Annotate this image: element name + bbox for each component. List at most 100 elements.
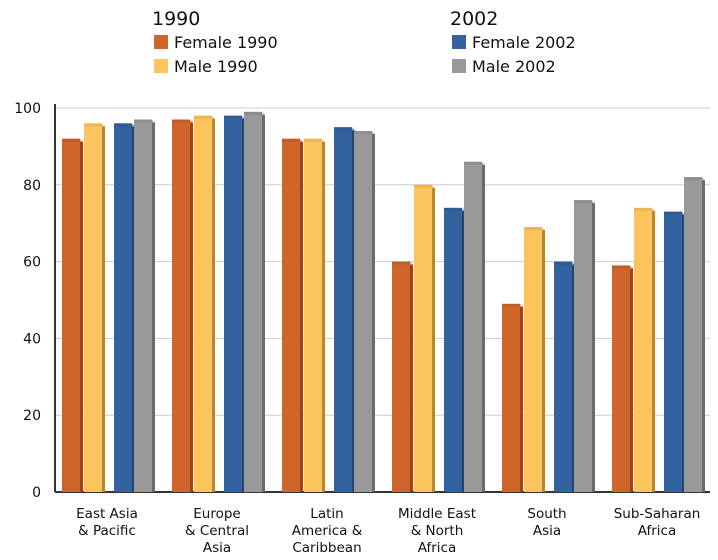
bar-top-male-2002-5 xyxy=(684,177,705,181)
bar-shade-female-1990-2 xyxy=(300,141,303,492)
bar-top-male-1990-0 xyxy=(84,123,105,127)
y-tick-label-0: 0 xyxy=(32,485,41,501)
bar-shade-male-1990-1 xyxy=(212,118,215,493)
bar-shade-male-1990-2 xyxy=(322,141,325,492)
bar-shade-female-1990-0 xyxy=(80,141,83,492)
bar-top-male-2002-3 xyxy=(464,161,485,165)
bar-top-male-1990-2 xyxy=(304,138,325,142)
bar-top-female-1990-2 xyxy=(282,138,303,142)
bar-shade-male-2002-2 xyxy=(372,134,375,493)
bar-shade-female-1990-1 xyxy=(190,122,193,493)
bar-top-male-2002-0 xyxy=(134,119,155,123)
bar-female-2002-0 xyxy=(114,123,132,493)
x-tick-label-2-line-1: America & xyxy=(292,523,363,539)
bar-female-2002-1 xyxy=(224,115,242,493)
bar-top-male-1990-3 xyxy=(414,184,435,188)
legend-swatch-female-1990 xyxy=(154,35,168,49)
bar-shade-female-2002-5 xyxy=(682,214,685,492)
bar-shade-female-2002-2 xyxy=(352,130,355,492)
bar-shade-male-1990-5 xyxy=(652,210,655,492)
bar-female-2002-3 xyxy=(444,207,462,492)
x-tick-label-0-line-1: & Pacific xyxy=(78,523,136,539)
bar-top-male-2002-2 xyxy=(354,131,375,135)
bar-male-1990-1 xyxy=(194,115,212,493)
bar-male-1990-2 xyxy=(304,138,322,492)
bar-male-1990-3 xyxy=(414,184,432,493)
bar-female-1990-2 xyxy=(282,138,300,492)
legend-swatch-male-1990 xyxy=(154,59,168,73)
bar-female-2002-2 xyxy=(334,127,352,492)
bar-top-female-2002-0 xyxy=(114,123,135,127)
x-tick-label-5-line-0: Sub-Saharan xyxy=(614,506,701,522)
x-tick-label-1-line-1: & Central xyxy=(185,523,249,539)
bar-female-1990-0 xyxy=(62,138,80,492)
bar-shade-male-2002-1 xyxy=(262,114,265,492)
legend-swatch-female-2002 xyxy=(452,35,466,49)
x-tick-label-3-line-0: Middle East xyxy=(398,506,476,522)
bar-top-male-2002-4 xyxy=(574,200,595,204)
bar-shade-male-2002-3 xyxy=(482,164,485,492)
x-tick-label-2-line-2: Caribbean xyxy=(292,540,361,556)
bar-top-female-1990-5 xyxy=(612,265,633,269)
bar-female-1990-1 xyxy=(172,119,190,493)
x-tick-label-5-line-1: Africa xyxy=(638,523,677,539)
bar-top-male-1990-1 xyxy=(194,115,215,119)
y-tick-label-60: 60 xyxy=(23,255,41,271)
y-tick-label-20: 20 xyxy=(23,408,41,424)
x-tick-label-2-line-0: Latin xyxy=(310,506,343,522)
bar-shade-female-2002-1 xyxy=(242,118,245,493)
bar-male-2002-0 xyxy=(134,119,152,493)
bar-top-female-2002-5 xyxy=(664,211,685,215)
bar-female-2002-4 xyxy=(554,261,572,492)
bar-top-female-2002-4 xyxy=(554,261,575,265)
legend-label-female-2002: Female 2002 xyxy=(472,33,576,52)
bar-shade-male-1990-0 xyxy=(102,126,105,493)
y-tick-label-40: 40 xyxy=(23,331,41,347)
bar-shade-male-2002-4 xyxy=(592,203,595,492)
bar-shade-female-2002-3 xyxy=(462,210,465,492)
legend-label-female-1990: Female 1990 xyxy=(174,33,278,52)
bar-male-2002-5 xyxy=(684,177,702,492)
y-tick-label-80: 80 xyxy=(23,178,41,194)
bar-shade-female-1990-5 xyxy=(630,268,633,492)
bar-male-2002-4 xyxy=(574,200,592,492)
bar-shade-female-1990-4 xyxy=(520,306,523,492)
legend-heading-1990: 1990 xyxy=(152,8,200,30)
legend-label-male-1990: Male 1990 xyxy=(174,57,258,76)
bar-top-female-2002-2 xyxy=(334,127,355,131)
bar-top-female-1990-3 xyxy=(392,261,413,265)
legend-swatch-male-2002 xyxy=(452,59,466,73)
bar-male-2002-1 xyxy=(244,111,262,492)
x-tick-label-3-line-2: Africa xyxy=(418,540,457,556)
bar-shade-male-2002-0 xyxy=(152,122,155,493)
bar-top-female-2002-3 xyxy=(444,207,465,211)
bar-shade-male-2002-5 xyxy=(702,180,705,492)
x-tick-label-4-line-1: Asia xyxy=(533,523,561,539)
bar-female-1990-3 xyxy=(392,261,410,492)
bar-female-1990-5 xyxy=(612,265,630,492)
x-tick-label-1-line-2: Asia xyxy=(203,540,231,556)
legend-label-male-2002: Male 2002 xyxy=(472,57,556,76)
bar-top-male-1990-4 xyxy=(524,227,545,231)
bar-female-2002-5 xyxy=(664,211,682,492)
bar-shade-female-2002-4 xyxy=(572,264,575,492)
bar-male-1990-5 xyxy=(634,207,652,492)
x-tick-label-3-line-1: & North xyxy=(411,523,464,539)
bar-top-female-1990-1 xyxy=(172,119,193,123)
bar-shade-male-1990-4 xyxy=(542,230,545,493)
bar-shade-female-2002-0 xyxy=(132,126,135,493)
bar-top-female-1990-4 xyxy=(502,303,523,307)
bar-male-1990-0 xyxy=(84,123,102,493)
bar-female-1990-4 xyxy=(502,303,520,492)
bar-top-female-2002-1 xyxy=(224,115,245,119)
bar-top-male-2002-1 xyxy=(244,111,265,115)
y-tick-label-100: 100 xyxy=(14,101,41,117)
bar-shade-female-1990-3 xyxy=(410,264,413,492)
x-tick-label-0-line-0: East Asia xyxy=(76,506,138,522)
bar-male-1990-4 xyxy=(524,227,542,493)
x-tick-label-4-line-0: South xyxy=(527,506,566,522)
bar-male-2002-2 xyxy=(354,131,372,493)
bar-male-2002-3 xyxy=(464,161,482,492)
